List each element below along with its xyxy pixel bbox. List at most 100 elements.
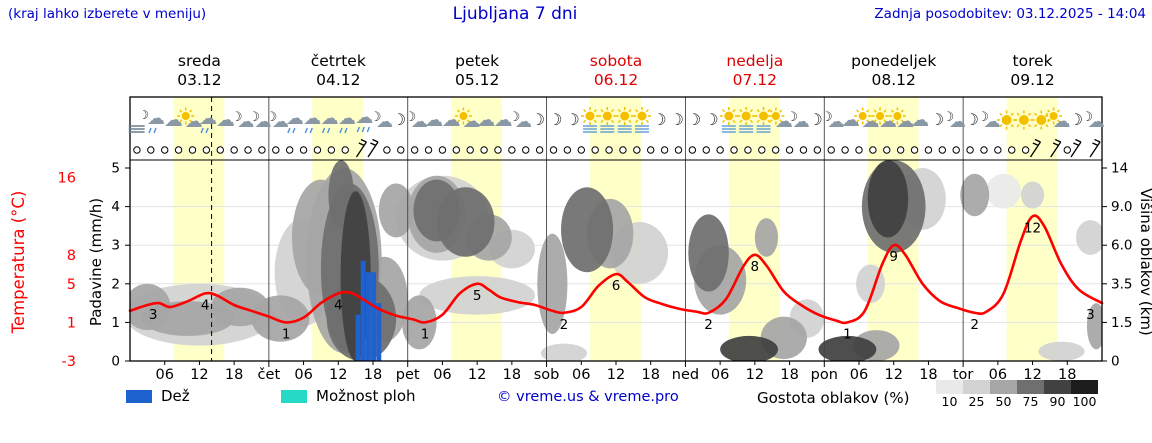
svg-text:4: 4 bbox=[111, 199, 120, 215]
svg-text:☽: ☽ bbox=[405, 110, 417, 125]
svg-text:☽: ☽ bbox=[930, 110, 944, 129]
svg-text:12: 12 bbox=[746, 367, 764, 383]
svg-text:☁: ☁ bbox=[841, 109, 860, 131]
svg-text:☁: ☁ bbox=[1088, 112, 1105, 132]
svg-text:sobota: sobota bbox=[590, 52, 642, 70]
svg-text:9: 9 bbox=[889, 249, 898, 265]
svg-text:2: 2 bbox=[704, 317, 713, 333]
svg-text:☁: ☁ bbox=[255, 112, 272, 132]
svg-text:1: 1 bbox=[67, 315, 76, 331]
temperature-value-labels: 3 4 1 4 1 5 2 6 2 8 1 9 2 12 3 bbox=[149, 220, 1095, 342]
svg-text:☁: ☁ bbox=[199, 108, 217, 129]
svg-text:☁: ☁ bbox=[164, 109, 183, 131]
svg-text:Višina oblakov (km): Višina oblakov (km) bbox=[1137, 188, 1152, 336]
location-hint: (kraj lahko izberete v meniju) bbox=[8, 6, 207, 22]
svg-text:☽: ☽ bbox=[977, 110, 989, 125]
svg-text:tor: tor bbox=[953, 367, 974, 383]
svg-text:4: 4 bbox=[201, 297, 210, 313]
svg-text:04.12: 04.12 bbox=[316, 71, 360, 89]
svg-text:12: 12 bbox=[1024, 220, 1041, 236]
svg-text:1.5: 1.5 bbox=[1111, 315, 1132, 331]
svg-text:ponedeljek: ponedeljek bbox=[851, 52, 936, 70]
svg-text:☽: ☽ bbox=[392, 110, 406, 129]
svg-text:nedelja: nedelja bbox=[726, 52, 783, 70]
svg-text:☁: ☁ bbox=[338, 108, 356, 129]
svg-text:petek: petek bbox=[455, 52, 499, 70]
svg-text:☁: ☁ bbox=[303, 108, 321, 129]
svg-text:☁: ☁ bbox=[910, 109, 929, 131]
svg-text:05.12: 05.12 bbox=[455, 71, 499, 89]
svg-text:☁: ☁ bbox=[949, 112, 966, 132]
wind-row bbox=[133, 138, 1101, 158]
svg-text:2: 2 bbox=[560, 317, 569, 333]
svg-text:12: 12 bbox=[884, 367, 902, 383]
svg-text:18: 18 bbox=[641, 367, 659, 383]
svg-text:09.12: 09.12 bbox=[1010, 71, 1054, 89]
svg-text:☽: ☽ bbox=[548, 110, 562, 129]
svg-text:3: 3 bbox=[111, 238, 120, 254]
svg-text:8: 8 bbox=[67, 248, 76, 264]
svg-text:2: 2 bbox=[111, 276, 120, 292]
svg-text:06: 06 bbox=[850, 367, 868, 383]
svg-text:☽: ☽ bbox=[786, 110, 798, 125]
svg-text:☁: ☁ bbox=[793, 112, 810, 132]
svg-text:5: 5 bbox=[67, 277, 76, 293]
density-cell-label: 50 bbox=[995, 394, 1012, 409]
density-scale: 10 25 50 75 90 100 bbox=[936, 380, 1098, 409]
svg-text:06: 06 bbox=[294, 367, 312, 383]
svg-text:☽: ☽ bbox=[248, 110, 260, 125]
svg-text:1: 1 bbox=[421, 326, 430, 342]
svg-text:1: 1 bbox=[843, 326, 852, 342]
svg-text:☽: ☽ bbox=[704, 110, 718, 129]
copyright-link[interactable]: © vreme.us & vreme.pro bbox=[497, 389, 679, 405]
density-cell bbox=[1071, 380, 1098, 394]
shower-legend: Možnost ploh bbox=[281, 387, 416, 405]
svg-text:0: 0 bbox=[111, 354, 120, 370]
svg-text:☁: ☁ bbox=[494, 109, 513, 131]
svg-text:☽: ☽ bbox=[943, 110, 955, 125]
svg-text:☽: ☽ bbox=[531, 110, 545, 129]
svg-text:☁: ☁ bbox=[321, 108, 339, 129]
svg-text:06: 06 bbox=[711, 367, 729, 383]
cloud-density-label: Gostota oblakov (%) bbox=[757, 389, 910, 407]
density-cell-label: 10 bbox=[941, 394, 958, 409]
svg-text:☽: ☽ bbox=[565, 110, 579, 129]
svg-text:☁: ☁ bbox=[462, 111, 480, 132]
svg-text:☁: ☁ bbox=[1053, 111, 1071, 132]
svg-text:☁: ☁ bbox=[515, 112, 532, 132]
svg-text:18: 18 bbox=[780, 367, 798, 383]
svg-text:8: 8 bbox=[751, 259, 760, 275]
svg-text:06: 06 bbox=[572, 367, 590, 383]
svg-text:☁: ☁ bbox=[879, 111, 897, 132]
svg-text:6.0: 6.0 bbox=[1111, 238, 1132, 254]
svg-text:☁: ☁ bbox=[424, 109, 443, 131]
svg-text:☽: ☽ bbox=[670, 110, 684, 129]
svg-text:☽: ☽ bbox=[652, 110, 666, 129]
svg-text:☽: ☽ bbox=[808, 110, 822, 129]
svg-text:2: 2 bbox=[970, 317, 979, 333]
svg-text:14: 14 bbox=[1111, 161, 1128, 177]
svg-text:☁: ☁ bbox=[286, 108, 304, 129]
svg-text:☁: ☁ bbox=[216, 109, 235, 131]
svg-text:☁: ☁ bbox=[896, 111, 914, 132]
density-cell-label: 90 bbox=[1049, 394, 1066, 409]
svg-text:06: 06 bbox=[155, 367, 173, 383]
svg-text:☁: ☁ bbox=[411, 112, 428, 132]
svg-text:5: 5 bbox=[473, 288, 482, 304]
svg-text:12: 12 bbox=[468, 367, 486, 383]
density-scale-numbers: 10 25 50 75 90 100 bbox=[936, 394, 1098, 409]
svg-text:4: 4 bbox=[334, 297, 343, 313]
svg-text:sreda: sreda bbox=[178, 52, 221, 70]
svg-text:☁: ☁ bbox=[775, 111, 793, 132]
svg-text:16: 16 bbox=[58, 171, 76, 187]
svg-text:☁: ☁ bbox=[272, 112, 289, 132]
svg-text:0: 0 bbox=[1111, 354, 1120, 370]
svg-text:03.12: 03.12 bbox=[177, 71, 221, 89]
svg-text:-3: -3 bbox=[62, 354, 76, 370]
svg-text:☁: ☁ bbox=[862, 111, 880, 132]
svg-text:☁: ☁ bbox=[376, 112, 393, 132]
svg-text:06.12: 06.12 bbox=[594, 71, 638, 89]
svg-text:☽: ☽ bbox=[1081, 110, 1093, 125]
